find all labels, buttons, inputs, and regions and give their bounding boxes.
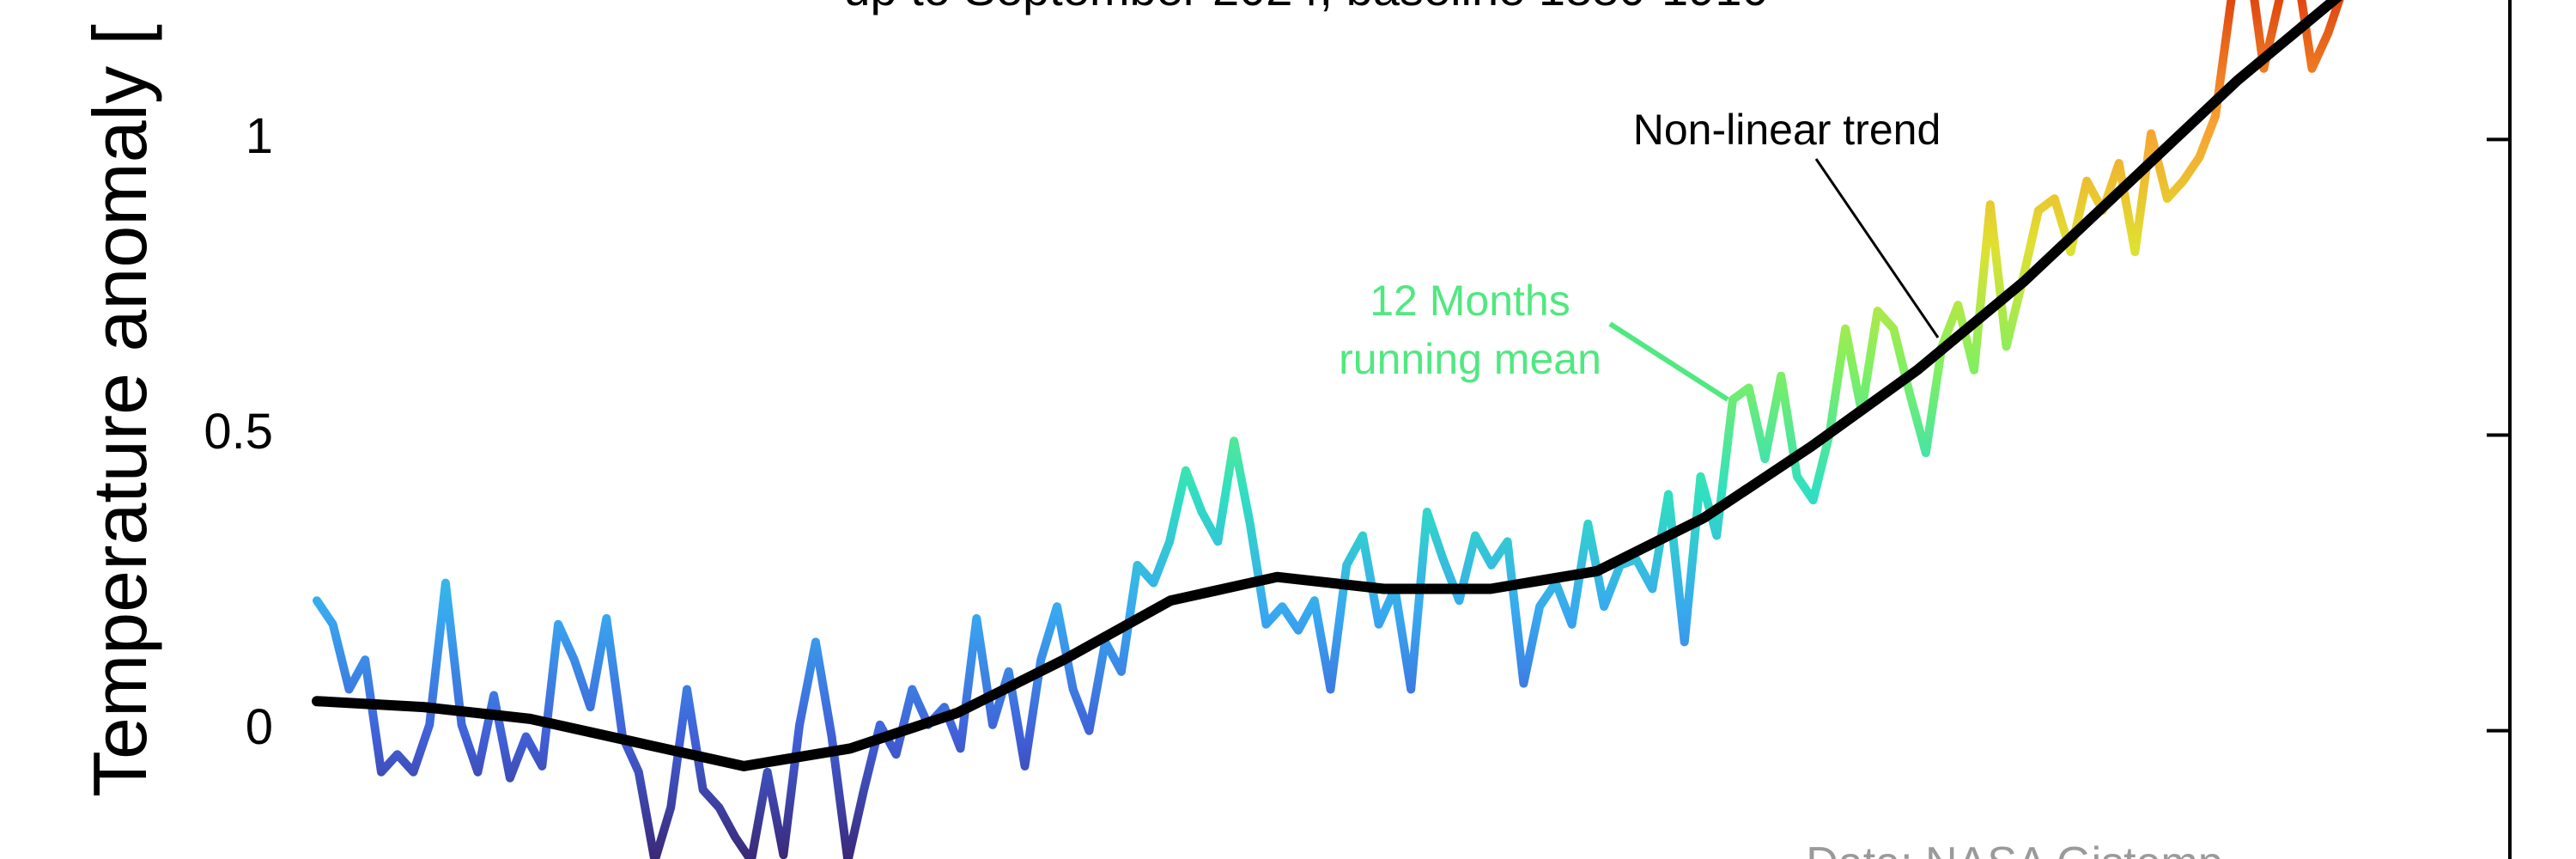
annotation-pointer (1814, 158, 1940, 338)
y-axis-label: Temperature anomaly [ (77, 24, 162, 797)
y-tick-label: 0.5 (204, 404, 273, 460)
running-mean-line (313, 0, 2344, 859)
y-tick-label: 0 (246, 699, 273, 755)
annotation: 12 Months (1370, 277, 1570, 325)
annotation: running mean (1339, 335, 1601, 383)
annotation-pointer (1608, 321, 1729, 402)
y-tick-label: 1 (246, 108, 273, 164)
annotation: Non-linear trend (1633, 106, 1941, 154)
trend-line (312, 0, 2342, 771)
source: Data: NASA Gistemp (1806, 838, 2223, 859)
chart-title: up to September 2024, baseline 1880-1910 (843, 0, 1768, 15)
